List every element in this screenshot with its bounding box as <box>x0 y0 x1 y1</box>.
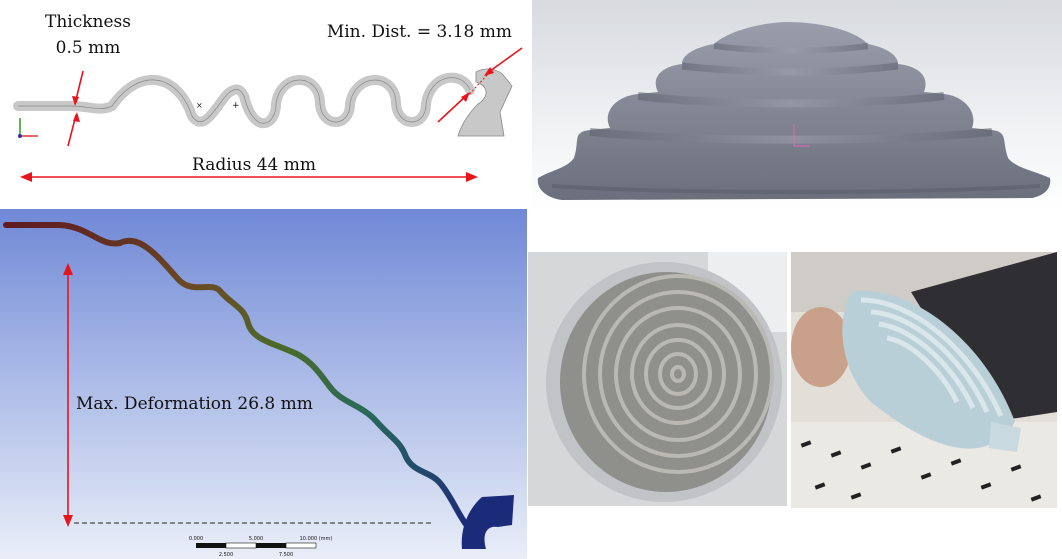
thickness-title-label: Thickness <box>45 12 131 32</box>
thickness-value-label: 0.5 mm <box>56 38 121 58</box>
scale-bar: 0.000 5.000 10.000 (mm) 2.500 7.500 <box>189 536 333 558</box>
radius-label: Radius 44 mm <box>192 155 316 175</box>
deformed-mesh-profile <box>3 222 471 530</box>
axis-marker-icon <box>793 124 810 147</box>
concentric-rings <box>582 274 774 474</box>
svg-text:+: + <box>232 101 240 111</box>
corrugated-profile <box>13 72 475 129</box>
min-distance-label: Min. Dist. = 3.18 mm <box>327 22 512 42</box>
scale-subtick-1: 7.500 <box>279 552 293 558</box>
stepped-dome-body <box>537 22 1051 200</box>
svg-text:×: × <box>196 101 203 110</box>
hand <box>791 307 851 387</box>
profile-drawing: × + Thickness 0.5 mm Min. Dist. = 3.18 m… <box>13 12 523 182</box>
scale-tick-2: 10.000 (mm) <box>300 536 333 542</box>
fabric-pattern <box>800 440 1042 502</box>
fea-plot: Max. Deformation 26.8 mm 0.000 5.000 10.… <box>3 222 514 558</box>
deformation-dimension-arrow <box>63 263 432 527</box>
dome-render <box>537 22 1051 200</box>
radius-dimension-arrow <box>20 172 478 182</box>
printed-part-hand-photo <box>791 252 1057 508</box>
scale-tick-0: 0.000 <box>189 536 203 542</box>
profile-cross-section-panel: × + Thickness 0.5 mm Min. Dist. = 3.18 m… <box>0 0 528 205</box>
coordinate-triad-icon <box>18 118 38 138</box>
clamp-block-deformed <box>461 495 514 549</box>
max-deformation-label: Max. Deformation 26.8 mm <box>76 394 313 414</box>
scale-tick-1: 5.000 <box>249 536 263 542</box>
printed-dome <box>842 290 1021 452</box>
clamp-block <box>457 68 513 137</box>
thickness-arrows <box>67 70 84 147</box>
profile-edge <box>18 77 471 124</box>
dome-ridges <box>551 43 1041 194</box>
printed-part-top-photo <box>528 252 787 506</box>
scale-subtick-0: 2.500 <box>219 552 233 558</box>
dome-3d-render-panel <box>532 0 1062 213</box>
fea-deformation-panel: Max. Deformation 26.8 mm 0.000 5.000 10.… <box>0 209 527 559</box>
min-distance-arrows <box>437 47 523 123</box>
